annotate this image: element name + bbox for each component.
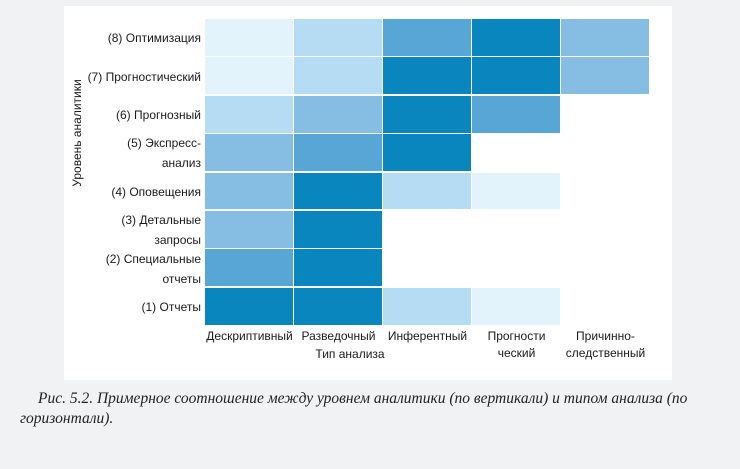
- column-label-line: Прогности: [487, 329, 546, 344]
- heatmap-cell: [472, 211, 560, 248]
- heatmap-cell: [294, 57, 382, 95]
- row-label-line: отчеты: [162, 271, 201, 286]
- column-label: Инферентный: [363, 328, 492, 345]
- heatmap-cell: [383, 172, 471, 210]
- heatmap-cell: [472, 249, 560, 287]
- heatmap-cell: [561, 249, 649, 287]
- heatmap-cell: [561, 19, 649, 56]
- column-label: Разведочный: [274, 328, 403, 345]
- heatmap-cell: [383, 287, 471, 325]
- heatmap-cell: [294, 95, 382, 133]
- heatmap-cell: [205, 134, 293, 172]
- heatmap-cell: [294, 19, 382, 56]
- figure-panel: Уровень аналитики (8) Оптимизация (7) Про…: [64, 6, 672, 380]
- column-label: Прогности ческий: [452, 328, 581, 362]
- heatmap-cell: [561, 211, 649, 248]
- heatmap-cell: [294, 249, 382, 287]
- column-label-line: Причинно-: [576, 329, 635, 344]
- figure-caption: Рис. 5.2. Примерное соотношение между ур…: [20, 390, 688, 427]
- column-label-line: Инферентный: [387, 329, 468, 344]
- heatmap-cell: [561, 287, 649, 325]
- heatmap-cell: [472, 19, 560, 56]
- heatmap-cell: [472, 134, 560, 172]
- row-label-line: (6) Прогнозный: [116, 108, 201, 122]
- row-label: (7) Прогностический: [64, 67, 201, 87]
- column-label-line: Дескриптивный: [206, 329, 293, 344]
- row-label: (2) Специальные отчеты: [64, 249, 201, 289]
- heatmap-cell: [561, 57, 649, 95]
- row-label-line: (2) Специальные: [105, 251, 201, 266]
- row-label-line: (8) Оптимизация: [107, 31, 201, 46]
- heatmap-cell: [294, 172, 382, 210]
- heatmap-cell: [205, 211, 293, 248]
- row-label: (6) Прогнозный: [64, 105, 201, 125]
- heatmap-cell: [383, 19, 471, 56]
- column-label-line: Разведочный: [301, 329, 376, 344]
- column-label-line: ческий: [497, 346, 536, 361]
- row-label: (5) Экспресс-анализ: [64, 133, 201, 173]
- row-label-line: (3) Детальные: [121, 213, 201, 228]
- heatmap-cell: [383, 249, 471, 287]
- heatmap-cell: [561, 172, 649, 210]
- column-label: Причинно-следственный: [541, 328, 670, 362]
- heatmap-cell: [294, 134, 382, 172]
- row-label: (8) Оптимизация: [64, 28, 201, 48]
- heatmap-cell: [205, 287, 293, 325]
- heatmap-cell: [205, 57, 293, 95]
- row-label-line: (7) Прогностический: [87, 69, 201, 84]
- heatmap-cell: [205, 172, 293, 210]
- row-label-line: (1) Отчеты: [141, 300, 201, 314]
- heatmap-cell: [561, 134, 649, 172]
- x-axis-label: Тип анализа: [315, 347, 385, 361]
- heatmap-cell: [561, 95, 649, 133]
- row-label: (1) Отчеты: [64, 297, 201, 317]
- heatmap-cell: [472, 287, 560, 325]
- heatmap-cell: [472, 57, 560, 95]
- row-label-line: анализ: [161, 156, 201, 171]
- heatmap-cell: [205, 95, 293, 133]
- row-label: (3) Детальные запросы: [64, 210, 201, 250]
- row-label-line: (4) Оповещения: [111, 184, 201, 199]
- heatmap-cell: [294, 211, 382, 248]
- heatmap-cell: [383, 95, 471, 133]
- heatmap-cell: [383, 134, 471, 172]
- column-label-line: следственный: [565, 346, 646, 361]
- column-label: Дескриптивный: [185, 328, 314, 345]
- row-label-line: запросы: [154, 233, 201, 248]
- heatmap-cell: [472, 95, 560, 133]
- heatmap-cell: [205, 19, 293, 56]
- heatmap-cell: [294, 287, 382, 325]
- heatmap-cell: [472, 172, 560, 210]
- row-label: (4) Оповещения: [64, 182, 201, 202]
- heatmap-cell: [383, 57, 471, 95]
- heatmap-cell: [383, 211, 471, 248]
- heatmap-cell: [205, 249, 293, 287]
- row-label-line: (5) Экспресс-: [127, 136, 201, 151]
